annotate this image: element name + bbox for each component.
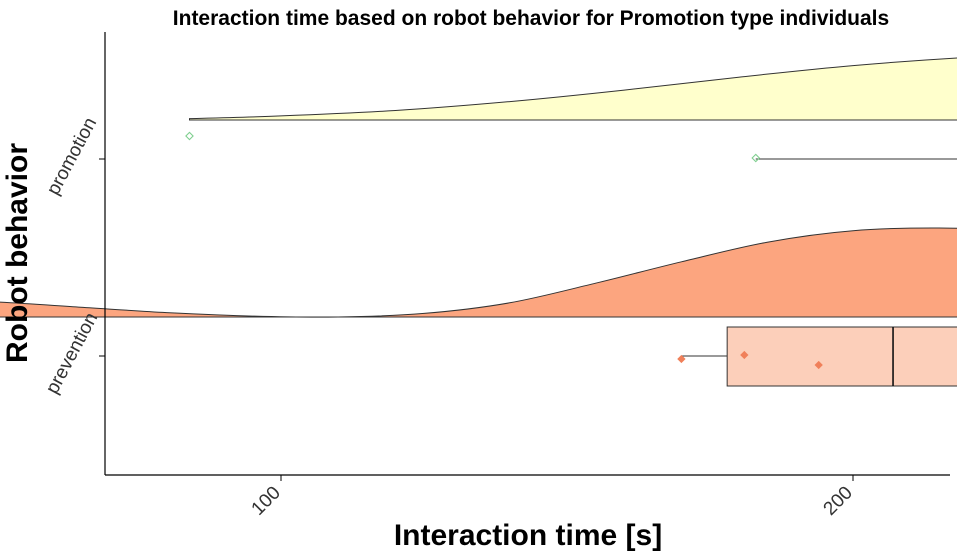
y-tick-label-prevention: prevention — [42, 309, 102, 397]
x-axis-title: Interaction time [s] — [394, 519, 662, 552]
chart-title: Interaction time based on robot behavior… — [173, 7, 889, 30]
x-axis-ticks: 100200300400 — [248, 475, 857, 520]
y-axis-ticks: promotion prevention — [42, 114, 105, 398]
plot-area — [0, 57, 957, 387]
density-cloud-prevention — [0, 227, 957, 318]
data-point-prevention — [677, 354, 686, 364]
y-axis-title: Robot behavior — [1, 143, 34, 363]
x-tick-label: 200 — [820, 483, 857, 520]
series-prevention — [0, 227, 957, 387]
data-point-promotion — [185, 131, 194, 141]
density-cloud-promotion — [189, 57, 957, 121]
series-promotion — [185, 57, 957, 163]
box-prevention — [726, 326, 957, 387]
x-tick-label: 100 — [248, 483, 285, 520]
data-point-promotion — [751, 153, 761, 163]
y-tick-label-promotion: promotion — [43, 114, 101, 198]
data-point-prevention — [814, 360, 823, 370]
data-point-prevention — [740, 350, 749, 360]
